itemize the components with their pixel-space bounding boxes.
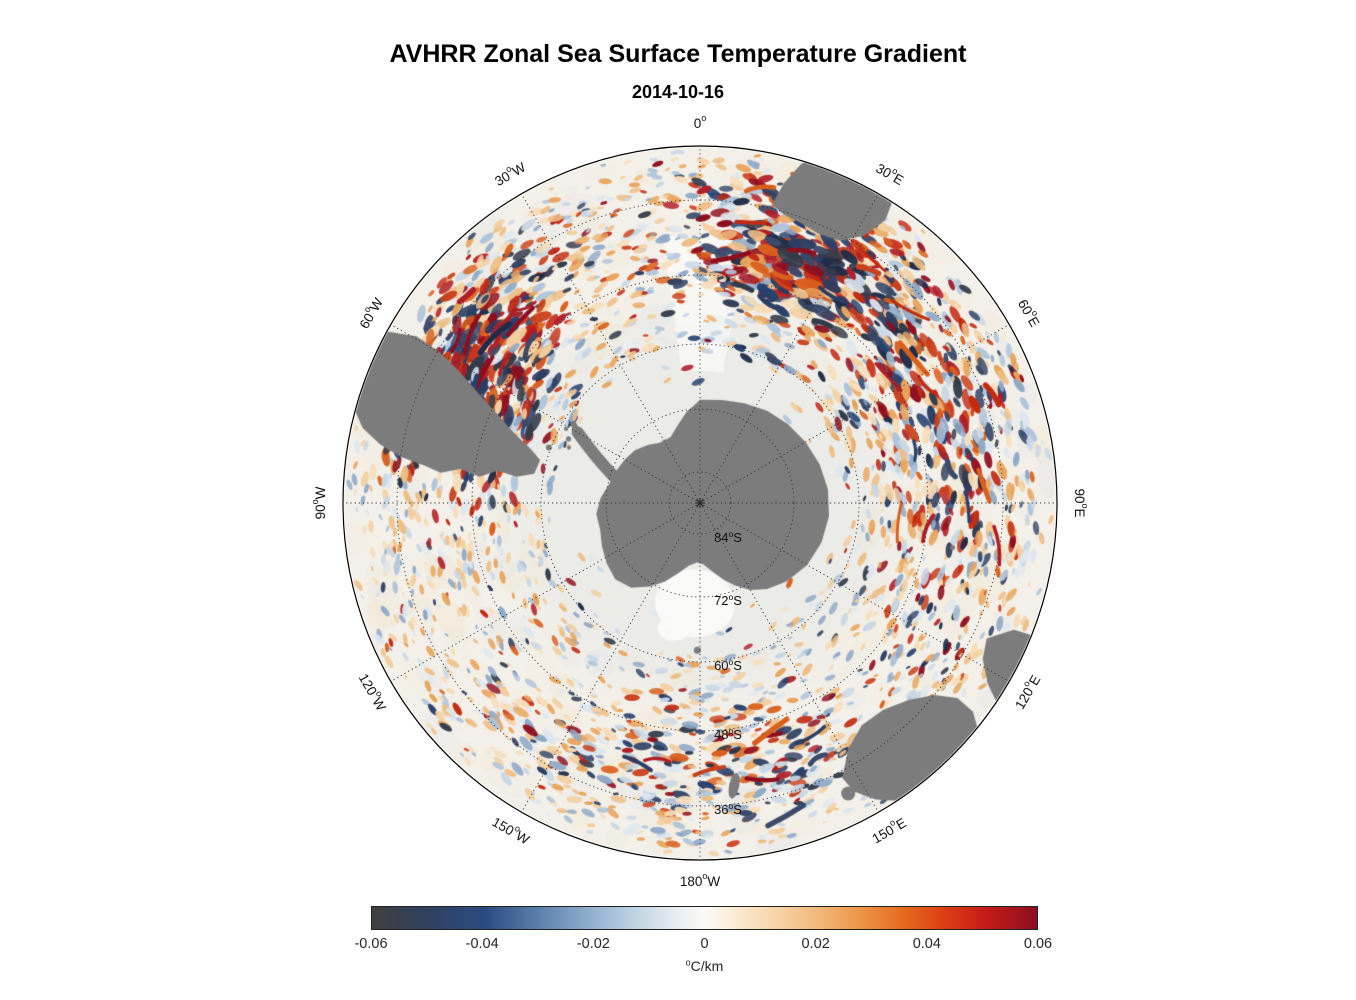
colorbar-tick-label: 0.04 <box>912 936 941 952</box>
sst-gradient-field-map <box>340 143 1060 863</box>
meridian-label: 90oE <box>1072 488 1089 517</box>
colorbar-tick-label: 0.06 <box>1023 936 1053 952</box>
colorbar-tick-label: -0.06 <box>354 936 388 952</box>
colorbar-tick-label: -0.02 <box>576 936 610 952</box>
colorbar-gradient <box>371 906 1038 930</box>
meridian-label: 0o <box>694 113 707 130</box>
colorbar-tick-label: -0.04 <box>465 936 499 952</box>
meridian-label: 90oW <box>310 486 327 519</box>
colorbar-tick-label: 0.02 <box>801 936 830 952</box>
date-subtitle: 2014-10-16 <box>631 82 725 102</box>
colorbar-unit-label: oC/km <box>685 957 724 974</box>
meridian-label: 180oW <box>680 871 721 888</box>
colorbar-tick-labels: -0.06 -0.04 -0.02 0 0.02 0.04 0.06 <box>354 936 1052 956</box>
colorbar-tick-label: 0 <box>700 936 709 952</box>
page-title: AVHRR Zonal Sea Surface Temperature Grad… <box>389 40 967 68</box>
